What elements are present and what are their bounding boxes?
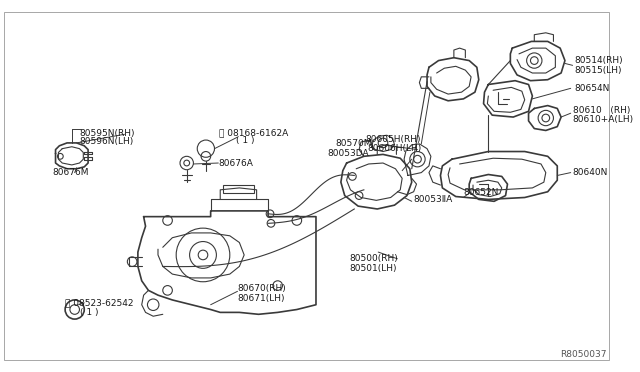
Text: 80515(LH): 80515(LH) bbox=[575, 65, 622, 75]
Text: 80053ⅡA: 80053ⅡA bbox=[413, 195, 453, 204]
Text: 80606H(LH): 80606H(LH) bbox=[367, 144, 421, 153]
Text: ( 1 ): ( 1 ) bbox=[81, 308, 99, 317]
Text: Ⓑ 08523-62542: Ⓑ 08523-62542 bbox=[65, 298, 134, 307]
Text: 80652N: 80652N bbox=[463, 188, 499, 197]
Text: 80610   (RH): 80610 (RH) bbox=[573, 106, 630, 115]
Text: 80596N(LH): 80596N(LH) bbox=[79, 137, 134, 147]
Text: 80595N(RH): 80595N(RH) bbox=[79, 129, 135, 138]
Text: 80053DA: 80053DA bbox=[327, 149, 369, 158]
Text: 80501(LH): 80501(LH) bbox=[349, 264, 397, 273]
Text: 80605H(RH): 80605H(RH) bbox=[366, 135, 421, 144]
Text: 80610+A(LH): 80610+A(LH) bbox=[573, 115, 634, 124]
Text: 80570M: 80570M bbox=[335, 140, 371, 148]
Text: 80514(RH): 80514(RH) bbox=[575, 56, 623, 65]
Text: 80676M: 80676M bbox=[52, 168, 89, 177]
Text: ( 1 ): ( 1 ) bbox=[236, 137, 254, 145]
Text: 80640N: 80640N bbox=[573, 168, 608, 177]
Text: Ⓜ 08168-6162A: Ⓜ 08168-6162A bbox=[220, 128, 289, 137]
Text: 80676A: 80676A bbox=[218, 158, 253, 167]
Text: 80500(RH): 80500(RH) bbox=[349, 254, 398, 263]
Text: R8050037: R8050037 bbox=[560, 350, 607, 359]
Text: 80670(RH): 80670(RH) bbox=[237, 284, 286, 293]
Text: 80654N: 80654N bbox=[575, 84, 610, 93]
Text: 80671(LH): 80671(LH) bbox=[237, 294, 285, 302]
Bar bbox=[223, 185, 253, 193]
